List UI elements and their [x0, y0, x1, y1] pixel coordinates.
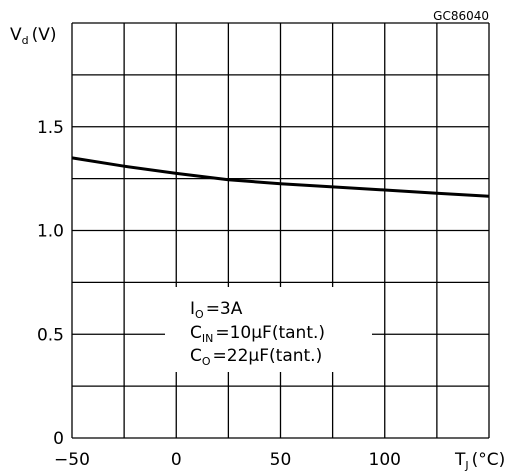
x-axis-label-subscript: J: [464, 459, 468, 472]
series-group: [71, 156, 490, 198]
y-tick-labels: 0 0.5 1.0 1.5: [37, 118, 64, 449]
y-tick-label: 1.0: [37, 222, 64, 242]
annotation-line-cin: CIN =10μF(tant.): [190, 323, 325, 345]
annotation-line-io: IO =3A: [190, 299, 243, 321]
series-line-vd: [71, 156, 490, 198]
x-axis-label-main: T: [454, 450, 466, 470]
annotation-line-co: CO =22μF(tant.): [190, 346, 322, 368]
y-axis-label-unit: (V): [32, 25, 57, 45]
x-tick-label: −50: [54, 450, 90, 470]
y-axis-label-main: V: [10, 25, 22, 45]
figure-code: GC86040: [433, 9, 489, 23]
annotation-box: [165, 287, 372, 372]
y-tick-label: 0.5: [37, 325, 64, 345]
y-axis-label-subscript: d: [22, 34, 29, 47]
x-tick-labels: −50 0 50 100: [54, 450, 401, 470]
grid: [71, 22, 490, 439]
y-axis-label: Vd (V): [10, 25, 57, 47]
y-tick-label: 1.5: [37, 118, 64, 138]
x-axis-label-unit: (°C): [472, 450, 506, 470]
x-tick-label: 0: [171, 450, 182, 470]
x-tick-label: 50: [270, 450, 292, 470]
y-tick-label: 0: [53, 429, 64, 449]
x-axis-label: TJ (°C): [454, 450, 505, 472]
x-tick-label: 100: [369, 450, 401, 470]
